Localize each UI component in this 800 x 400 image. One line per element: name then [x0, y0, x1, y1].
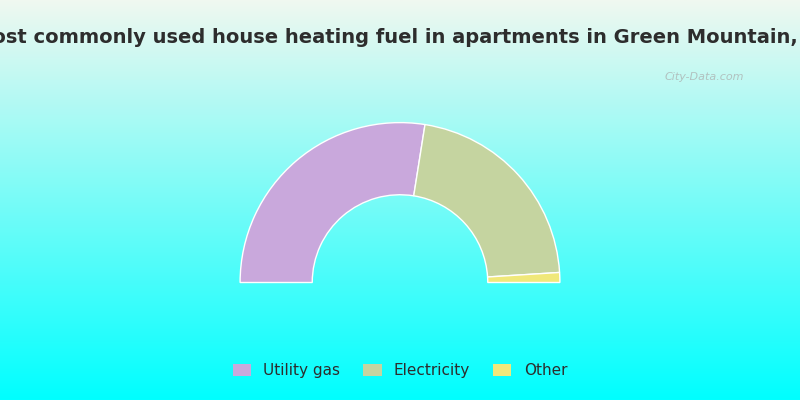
Text: Most commonly used house heating fuel in apartments in Green Mountain, IA: Most commonly used house heating fuel in… — [0, 28, 800, 47]
Text: City-Data.com: City-Data.com — [665, 72, 744, 82]
Wedge shape — [487, 272, 560, 282]
Legend: Utility gas, Electricity, Other: Utility gas, Electricity, Other — [226, 357, 574, 384]
Wedge shape — [414, 124, 559, 277]
Wedge shape — [240, 123, 425, 282]
